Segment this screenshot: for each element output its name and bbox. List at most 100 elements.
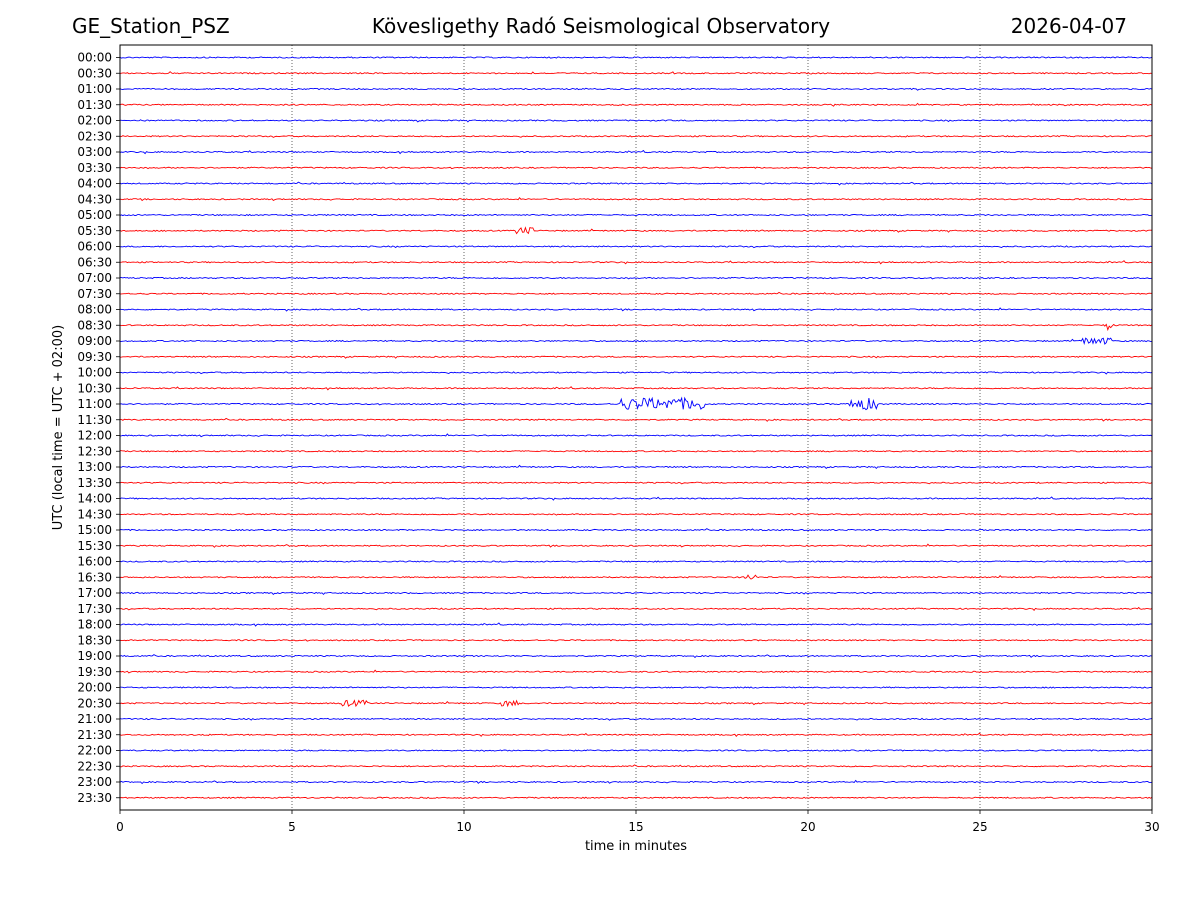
trace-2030 — [119, 699, 1153, 708]
trace-0800 — [119, 307, 1153, 312]
x-tick-label: 5 — [288, 820, 296, 834]
y-tick-label: 07:30 — [77, 287, 112, 301]
y-tick-label: 17:30 — [77, 602, 112, 616]
trace-1130 — [119, 417, 1153, 422]
trace-1500 — [119, 528, 1153, 532]
y-tick-label: 21:30 — [77, 728, 112, 742]
y-tick-label: 22:00 — [77, 744, 112, 758]
trace-0700 — [119, 276, 1153, 280]
trace-1530 — [119, 543, 1153, 548]
trace-1830 — [119, 639, 1153, 642]
y-tick-label: 04:30 — [77, 192, 112, 206]
trace-1330 — [119, 481, 1153, 485]
trace-1200 — [119, 433, 1153, 438]
trace-0400 — [119, 181, 1153, 186]
y-tick-label: 11:30 — [77, 413, 112, 427]
trace-0630 — [119, 260, 1153, 265]
trace-2330 — [119, 796, 1153, 799]
y-tick-label: 16:00 — [77, 555, 112, 569]
y-tick-label: 19:00 — [77, 649, 112, 663]
grid-lines — [291, 45, 981, 810]
y-tick-label: 15:00 — [77, 523, 112, 537]
y-tick-label: 20:30 — [77, 696, 112, 710]
observatory-title: Kövesligethy Radó Seismological Observat… — [371, 14, 831, 38]
y-tick-label: 08:00 — [77, 303, 112, 317]
y-tick-label: 23:00 — [77, 775, 112, 789]
trace-0930 — [119, 355, 1153, 359]
trace-2130 — [119, 732, 1153, 738]
y-tick-label: 03:30 — [77, 161, 112, 175]
trace-0730 — [119, 291, 1153, 295]
y-tick-label: 10:00 — [77, 366, 112, 380]
y-tick-label: 09:00 — [77, 334, 112, 348]
trace-1900 — [119, 654, 1153, 659]
station-title: GE_Station_PSZ — [72, 14, 230, 38]
trace-0000 — [119, 56, 1153, 59]
trace-1030 — [119, 386, 1153, 391]
y-tick-label: 03:00 — [77, 145, 112, 159]
trace-0500 — [119, 213, 1152, 217]
y-tick-label: 15:30 — [77, 539, 112, 553]
y-tick-label: 23:30 — [77, 791, 112, 805]
trace-1600 — [119, 560, 1153, 563]
y-tick-label: 09:30 — [77, 350, 112, 364]
trace-2000 — [119, 686, 1153, 689]
y-tick-label: 19:30 — [77, 665, 112, 679]
trace-1630 — [119, 574, 1153, 580]
y-tick-label: 06:00 — [77, 240, 112, 254]
y-tick-label: 14:00 — [77, 492, 112, 506]
y-tick-label: 11:00 — [77, 397, 112, 411]
trace-1300 — [119, 464, 1153, 470]
y-tick-label: 02:00 — [77, 114, 112, 128]
seismic-traces — [119, 56, 1153, 799]
trace-0130 — [119, 102, 1153, 107]
y-tick-label: 16:30 — [77, 570, 112, 584]
y-tick-label: 17:00 — [77, 586, 112, 600]
trace-0600 — [119, 245, 1153, 249]
y-tick-label: 05:30 — [77, 224, 112, 238]
y-tick-label: 08:30 — [77, 318, 112, 332]
trace-0300 — [119, 149, 1153, 155]
trace-1930 — [119, 669, 1153, 674]
trace-2230 — [119, 764, 1153, 768]
y-tick-label: 07:00 — [77, 271, 112, 285]
y-tick-label: 01:30 — [77, 98, 112, 112]
y-tick-label: 13:00 — [77, 460, 112, 474]
trace-1430 — [119, 513, 1153, 516]
trace-0230 — [119, 135, 1153, 138]
date-title: 2026-04-07 — [1010, 14, 1127, 38]
x-tick-label: 10 — [456, 820, 471, 834]
y-tick-label: 20:00 — [77, 681, 112, 695]
trace-0200 — [119, 119, 1153, 123]
trace-0830 — [119, 323, 1153, 332]
y-tick-label: 05:00 — [77, 208, 112, 222]
y-tick-label: 12:00 — [77, 429, 112, 443]
trace-2300 — [119, 779, 1153, 785]
trace-1100 — [119, 396, 1153, 411]
y-tick-label: 21:00 — [77, 712, 112, 726]
x-tick-label: 30 — [1144, 820, 1159, 834]
trace-0100 — [119, 87, 1153, 91]
y-tick-label: 04:00 — [77, 177, 112, 191]
y-tick-label: 13:30 — [77, 476, 112, 490]
trace-0530 — [119, 226, 1153, 235]
trace-1000 — [119, 371, 1153, 375]
y-tick-label: 12:30 — [77, 444, 112, 458]
y-tick-label: 00:00 — [77, 51, 112, 65]
x-axis-label: time in minutes — [585, 839, 687, 854]
y-tick-label: 06:30 — [77, 255, 112, 269]
y-tick-label: 00:30 — [77, 66, 112, 80]
trace-0030 — [119, 71, 1153, 75]
y-axis-label: UTC (local time = UTC + 02:00) — [51, 325, 66, 530]
y-tick-label: 02:30 — [77, 129, 112, 143]
trace-2100 — [119, 717, 1153, 721]
trace-1730 — [119, 606, 1153, 611]
y-tick-label: 22:30 — [77, 759, 112, 773]
trace-1800 — [119, 622, 1153, 627]
trace-0430 — [119, 197, 1153, 202]
y-tick-label: 18:00 — [77, 618, 112, 632]
trace-1230 — [119, 450, 1153, 453]
trace-1700 — [119, 591, 1153, 596]
